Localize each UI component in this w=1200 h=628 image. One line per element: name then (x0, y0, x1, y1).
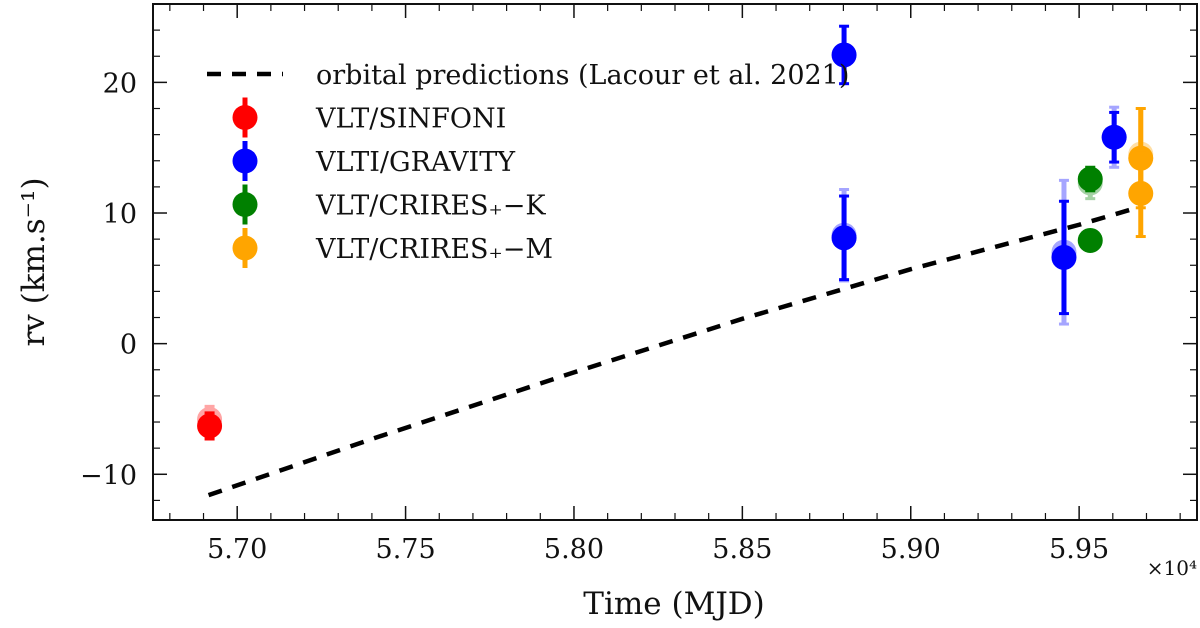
plot-area (197, 24, 1154, 498)
data-point-vlt-crires-k (1077, 165, 1103, 193)
x-tick-label: 5.70 (207, 534, 267, 565)
marker (1101, 124, 1127, 150)
y-tick-label: 0 (120, 330, 137, 361)
data-point-vlt-crires-k (1077, 227, 1103, 253)
legend-label: orbital predictions (Lacour et al. 2021) (316, 60, 849, 91)
data-point-vlt-sinfoni (197, 411, 223, 441)
x-tick-label: 5.75 (376, 534, 436, 565)
x-tick-label: 5.90 (881, 534, 941, 565)
legend-marker (232, 192, 258, 217)
legend-marker (232, 148, 258, 174)
legend-marker (232, 105, 258, 130)
legend-marker (232, 235, 258, 261)
legend: orbital predictions (Lacour et al. 2021)… (207, 60, 849, 268)
y-tick-label: 10 (103, 199, 137, 230)
data-point-vlti-gravity (1101, 110, 1127, 164)
data-point-vlti-gravity (831, 194, 857, 282)
tick-labels: 5.70 5.75 5.80 5.85 5.90 5.95 −10 0 10 20 (80, 68, 1109, 565)
marker (1128, 180, 1154, 206)
marker (1051, 244, 1077, 270)
y-axis-title: rv (km.s⁻¹) (16, 177, 52, 346)
marker (831, 42, 857, 68)
legend-label: VLTI/GRAVITY (315, 147, 516, 178)
marker (1077, 227, 1103, 253)
marker (1077, 166, 1103, 192)
marker (197, 413, 223, 439)
marker (197, 406, 223, 432)
marker (831, 225, 857, 251)
x-tick-label: 5.85 (712, 534, 772, 565)
data-point-vlti-gravity (1051, 199, 1077, 316)
x-tick-label: 5.80 (544, 534, 604, 565)
x-axis-title: Time (MJD) (583, 586, 764, 622)
legend-label: VLT/CRIRES₊−K (315, 191, 546, 222)
data-point-vlt-crires-m (1128, 148, 1154, 239)
data-point-vlt-sinfoni (197, 404, 223, 434)
x-tick-label: 5.95 (1049, 534, 1109, 565)
plot-frame (152, 3, 1198, 521)
legend-label: VLT/CRIRES₊−M (315, 234, 553, 265)
legend-label: VLT/SINFONI (315, 104, 506, 135)
orbital-prediction-line (207, 204, 1143, 498)
x-scale-note: ×10⁴ (1147, 556, 1197, 580)
axis-ticks (153, 3, 1197, 520)
y-tick-label: −10 (80, 460, 137, 491)
y-tick-label: 20 (103, 68, 137, 99)
data-point-vlti-gravity (831, 24, 857, 86)
